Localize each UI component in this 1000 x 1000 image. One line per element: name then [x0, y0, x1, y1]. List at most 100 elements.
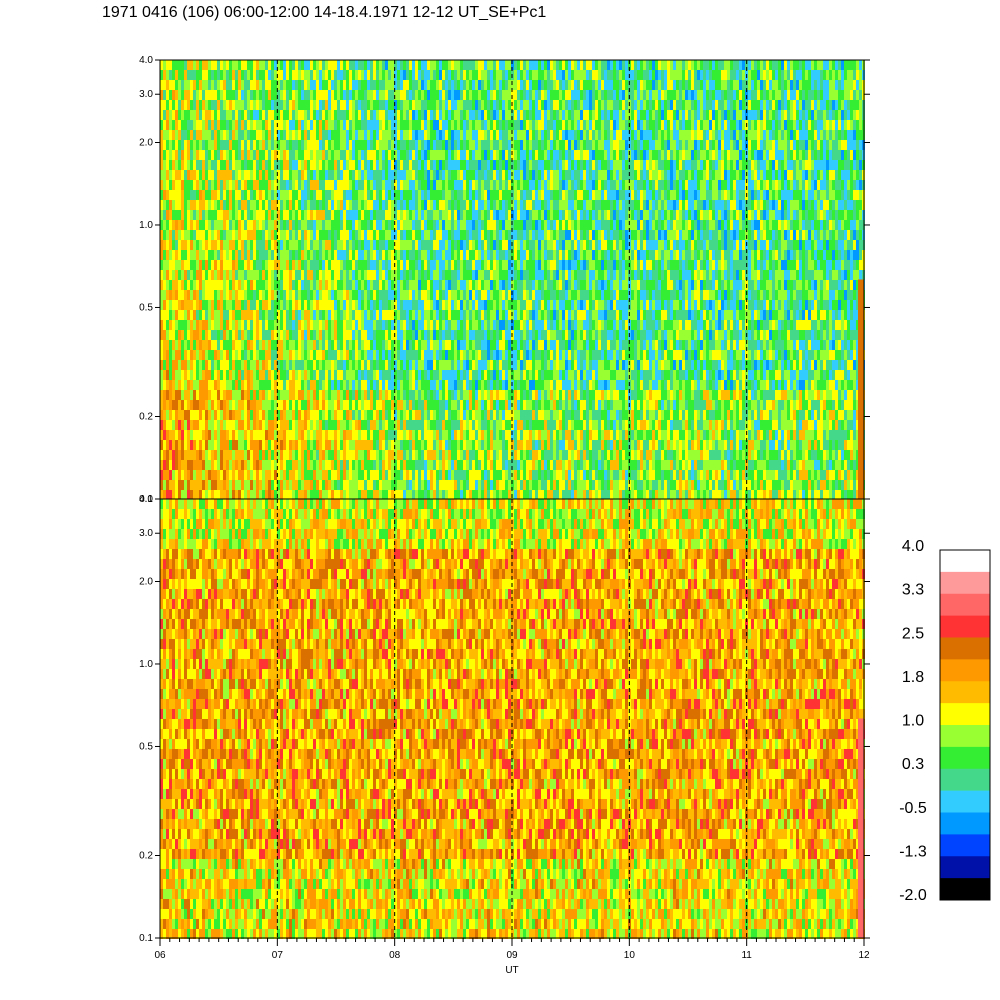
- spectrogram-cell: [307, 340, 310, 350]
- spectrogram-cell: [367, 400, 370, 410]
- spectrogram-cell: [274, 80, 277, 90]
- spectrogram-cell: [244, 80, 247, 90]
- spectrogram-cell: [199, 120, 202, 130]
- spectrogram-cell: [418, 460, 421, 470]
- spectrogram-cell: [190, 470, 193, 480]
- spectrogram-cell: [388, 330, 391, 340]
- spectrogram-cell: [304, 400, 307, 410]
- spectrogram-cell: [262, 310, 265, 320]
- spectrogram-cell: [487, 290, 490, 300]
- spectrogram-cell: [274, 240, 277, 250]
- spectrogram-cell: [406, 290, 409, 300]
- spectrogram-cell: [307, 270, 310, 280]
- spectrogram-cell: [214, 130, 217, 140]
- spectrogram-cell: [247, 250, 250, 260]
- spectrogram-cell: [193, 280, 196, 290]
- spectrogram-cell: [391, 340, 394, 350]
- spectrogram-cell: [451, 140, 454, 150]
- spectrogram-cell: [376, 160, 379, 170]
- spectrogram-cell: [430, 210, 433, 220]
- spectrogram-cell: [214, 230, 217, 240]
- spectrogram-cell: [256, 170, 259, 180]
- spectrogram-cell: [304, 260, 307, 270]
- spectrogram-cell: [205, 320, 208, 330]
- spectrogram-cell: [265, 110, 268, 120]
- spectrogram-cell: [346, 160, 349, 170]
- spectrogram-cell: [499, 160, 502, 170]
- spectrogram-cell: [376, 410, 379, 420]
- spectrogram-cell: [376, 350, 379, 360]
- spectrogram-cell: [217, 310, 220, 320]
- spectrogram-cell: [316, 350, 319, 360]
- spectrogram-cell: [400, 310, 403, 320]
- spectrogram-cell: [178, 230, 181, 240]
- spectrogram-cell: [328, 70, 331, 80]
- spectrogram-cell: [220, 60, 223, 70]
- spectrogram-cell: [457, 360, 460, 370]
- spectrogram-cell: [244, 490, 247, 500]
- spectrogram-cell: [196, 420, 199, 430]
- spectrogram-cell: [214, 260, 217, 270]
- spectrogram-cell: [214, 490, 217, 500]
- spectrogram-cell: [391, 110, 394, 120]
- spectrogram-cell: [376, 90, 379, 100]
- spectrogram-cell: [379, 470, 382, 480]
- spectrogram-cell: [493, 140, 496, 150]
- spectrogram-cell: [283, 140, 286, 150]
- spectrogram-cell: [322, 370, 325, 380]
- spectrogram-cell: [295, 130, 298, 140]
- spectrogram-cell: [499, 110, 502, 120]
- spectrogram-cell: [430, 410, 433, 420]
- spectrogram-cell: [202, 290, 205, 300]
- spectrogram-cell: [199, 260, 202, 270]
- spectrogram-cell: [403, 370, 406, 380]
- spectrogram-cell: [313, 110, 316, 120]
- spectrogram-cell: [289, 300, 292, 310]
- spectrogram-cell: [331, 450, 334, 460]
- spectrogram-cell: [184, 490, 187, 500]
- spectrogram-cell: [451, 490, 454, 500]
- spectrogram-cell: [382, 250, 385, 260]
- spectrogram-cell: [322, 410, 325, 420]
- spectrogram-cell: [355, 240, 358, 250]
- spectrogram-cell: [253, 480, 256, 490]
- spectrogram-cell: [448, 240, 451, 250]
- spectrogram-cell: [196, 370, 199, 380]
- spectrogram-cell: [382, 490, 385, 500]
- spectrogram-cell: [196, 260, 199, 270]
- spectrogram-cell: [202, 420, 205, 430]
- spectrogram-cell: [175, 180, 178, 190]
- spectrogram-cell: [349, 450, 352, 460]
- spectrogram-cell: [481, 120, 484, 130]
- spectrogram-cell: [442, 380, 445, 390]
- spectrogram-cell: [253, 160, 256, 170]
- spectrogram-cell: [481, 430, 484, 440]
- spectrogram-cell: [223, 160, 226, 170]
- spectrogram-cell: [277, 220, 280, 230]
- spectrogram-cell: [286, 290, 289, 300]
- spectrogram-cell: [199, 130, 202, 140]
- spectrogram-cell: [214, 170, 217, 180]
- spectrogram-cell: [193, 330, 196, 340]
- spectrogram-cell: [436, 300, 439, 310]
- spectrogram-cell: [295, 390, 298, 400]
- spectrogram-cell: [418, 440, 421, 450]
- spectrogram-cell: [262, 230, 265, 240]
- spectrogram-cell: [319, 480, 322, 490]
- spectrogram-cell: [199, 230, 202, 240]
- spectrogram-cell: [460, 70, 463, 80]
- spectrogram-cell: [226, 230, 229, 240]
- spectrogram-cell: [469, 330, 472, 340]
- spectrogram-cell: [211, 70, 214, 80]
- spectrogram-cell: [262, 470, 265, 480]
- spectrogram-cell: [343, 180, 346, 190]
- spectrogram-cell: [481, 170, 484, 180]
- spectrogram-cell: [352, 220, 355, 230]
- spectrogram-cell: [382, 160, 385, 170]
- spectrogram-cell: [340, 440, 343, 450]
- spectrogram-cell: [316, 480, 319, 490]
- spectrogram-cell: [457, 480, 460, 490]
- spectrogram-cell: [460, 120, 463, 130]
- spectrogram-cell: [499, 260, 502, 270]
- spectrogram-cell: [430, 450, 433, 460]
